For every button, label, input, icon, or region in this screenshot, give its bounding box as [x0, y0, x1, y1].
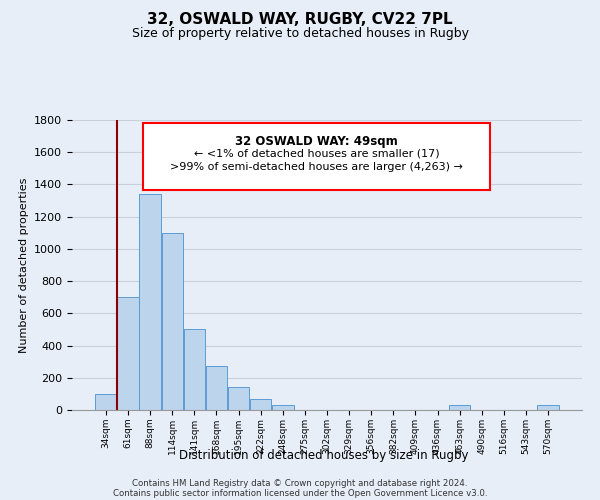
Bar — [184, 330, 205, 410]
Bar — [117, 297, 139, 410]
Text: 32, OSWALD WAY, RUGBY, CV22 7PL: 32, OSWALD WAY, RUGBY, CV22 7PL — [147, 12, 453, 28]
Bar — [161, 233, 183, 410]
Y-axis label: Number of detached properties: Number of detached properties — [19, 178, 29, 352]
Bar — [95, 394, 116, 410]
Text: Size of property relative to detached houses in Rugby: Size of property relative to detached ho… — [131, 28, 469, 40]
Text: ← <1% of detached houses are smaller (17): ← <1% of detached houses are smaller (17… — [194, 149, 440, 159]
Text: >99% of semi-detached houses are larger (4,263) →: >99% of semi-detached houses are larger … — [170, 162, 463, 172]
Text: Distribution of detached houses by size in Rugby: Distribution of detached houses by size … — [179, 448, 469, 462]
Text: Contains public sector information licensed under the Open Government Licence v3: Contains public sector information licen… — [113, 488, 487, 498]
Text: Contains HM Land Registry data © Crown copyright and database right 2024.: Contains HM Land Registry data © Crown c… — [132, 478, 468, 488]
Text: 32 OSWALD WAY: 49sqm: 32 OSWALD WAY: 49sqm — [235, 136, 398, 148]
Bar — [206, 366, 227, 410]
Bar — [139, 194, 161, 410]
Bar — [449, 405, 470, 410]
Bar — [228, 388, 249, 410]
Bar — [538, 405, 559, 410]
Bar — [250, 398, 271, 410]
Bar — [272, 405, 293, 410]
